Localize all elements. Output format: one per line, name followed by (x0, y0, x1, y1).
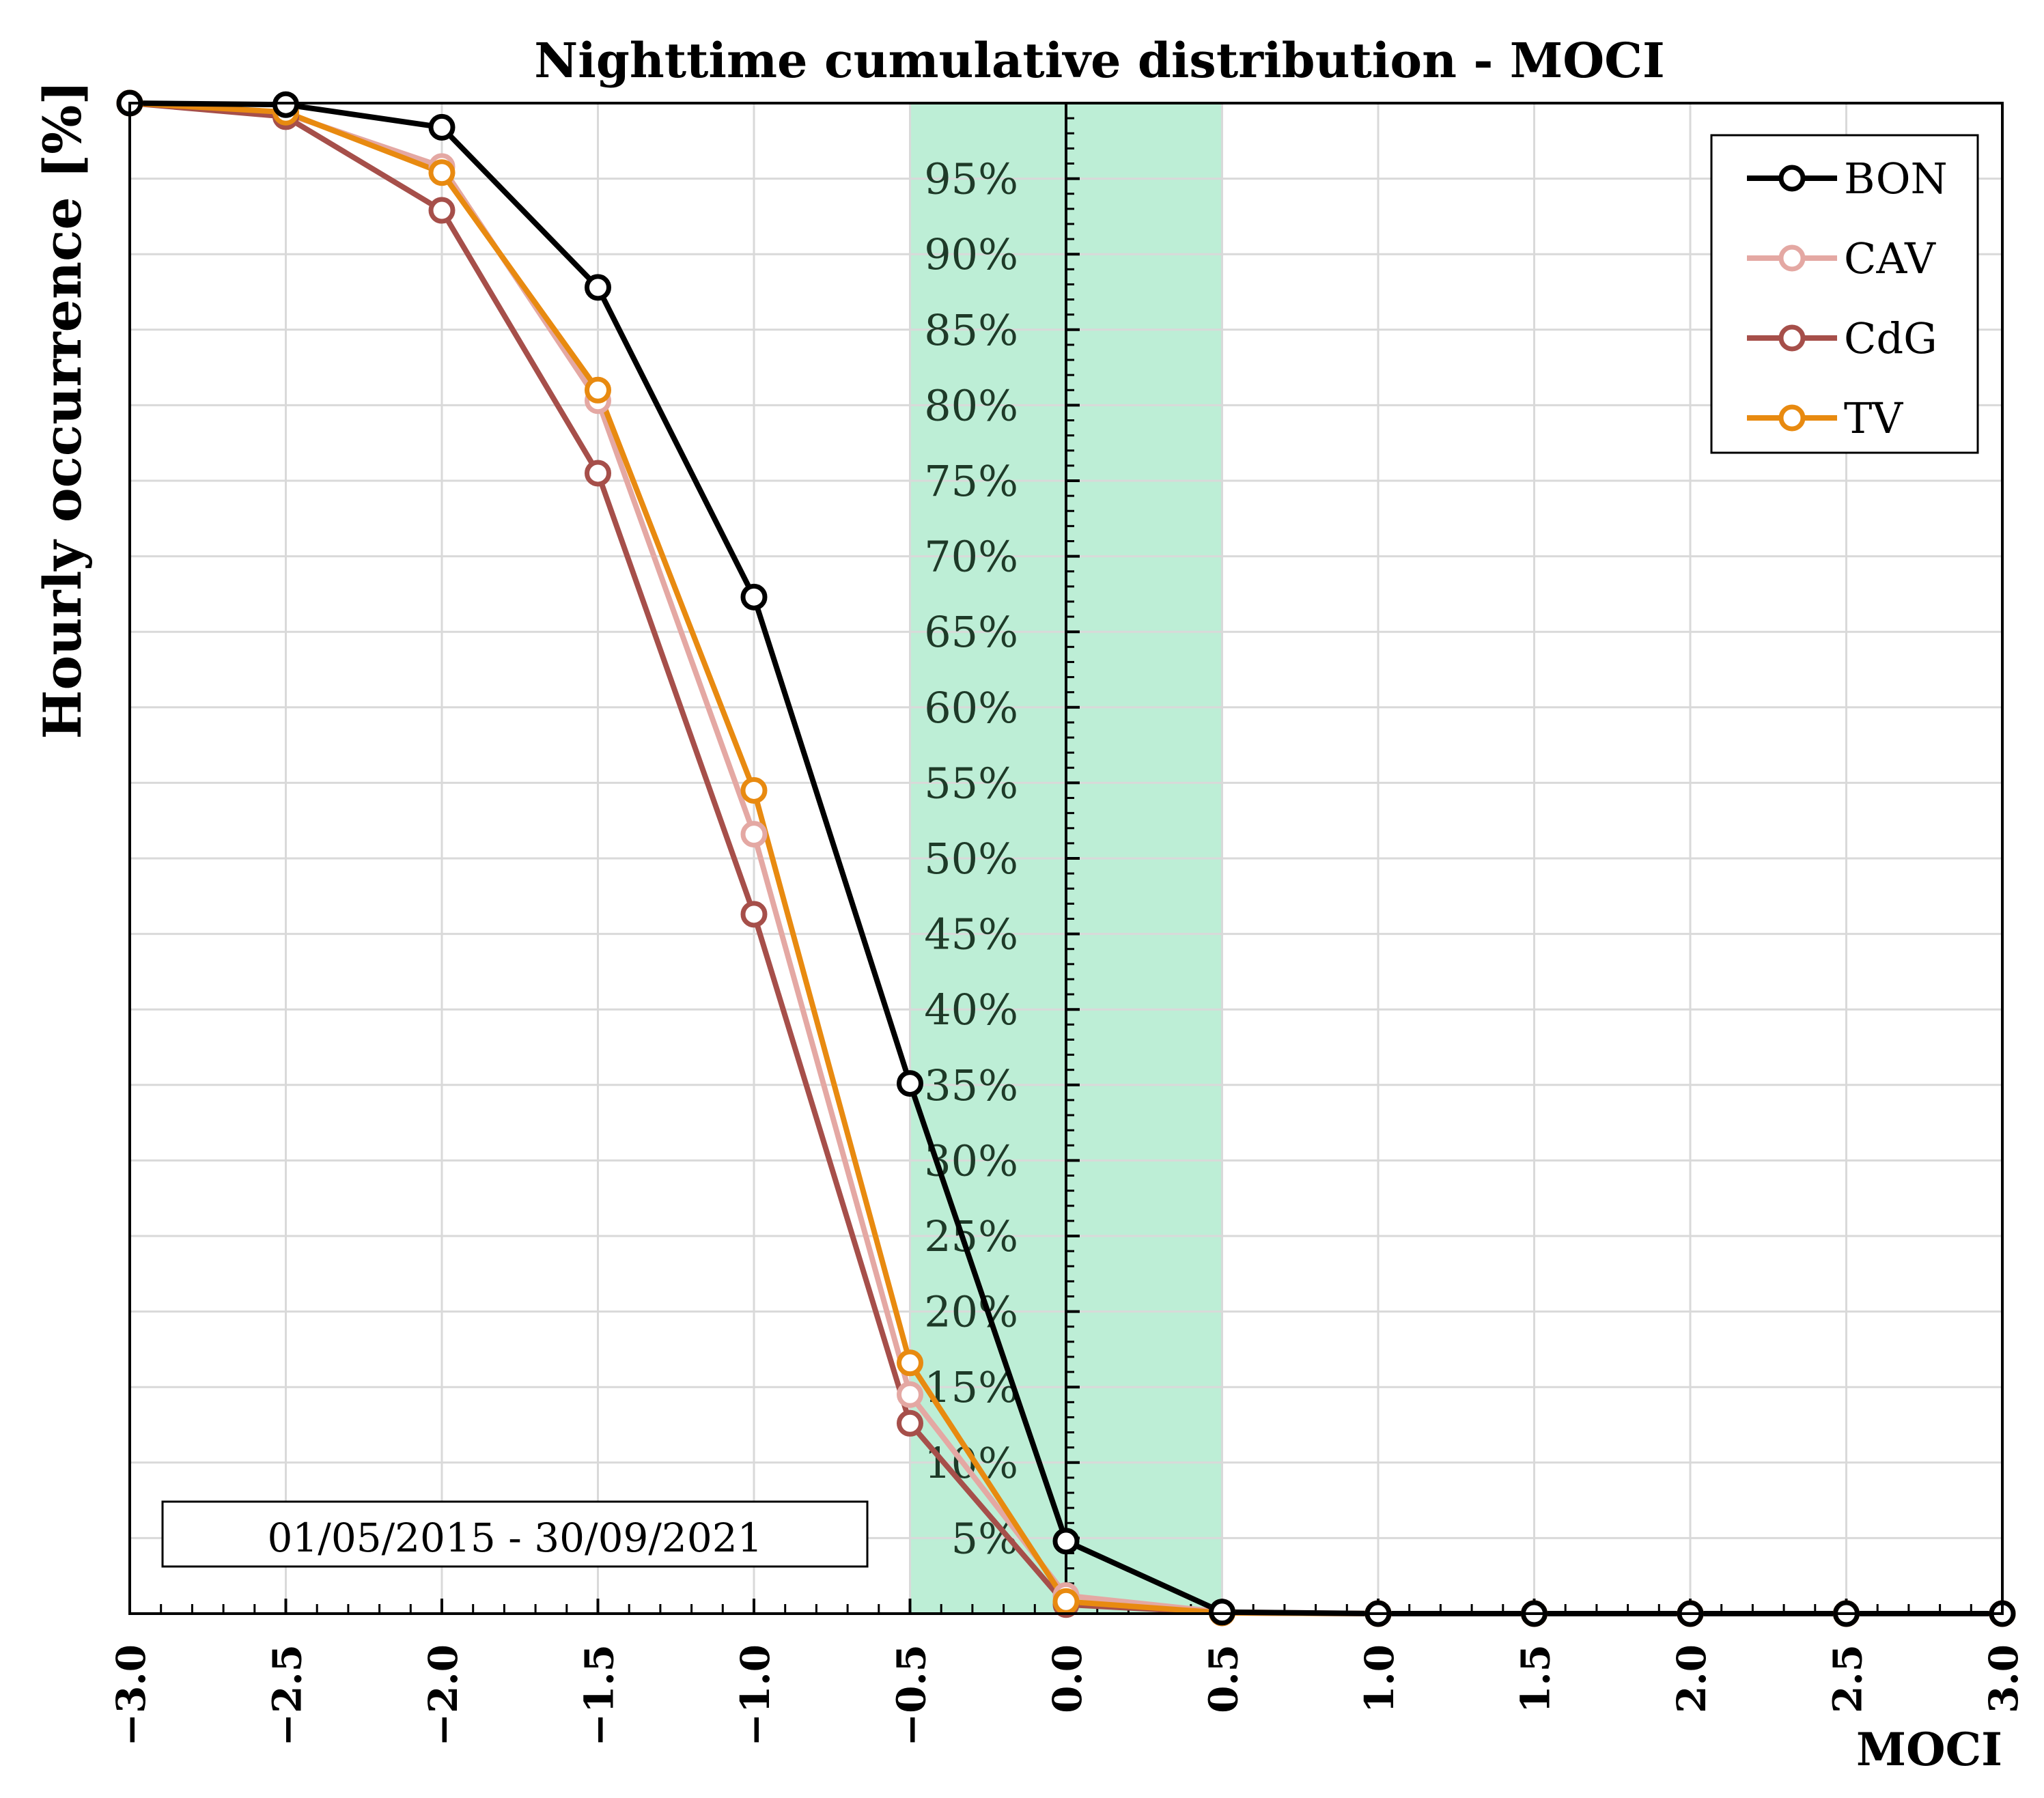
data-point-bon (1209, 1599, 1235, 1626)
y-tick-label: 50% (924, 834, 1018, 884)
x-tick-label: −2.5 (264, 1644, 311, 1747)
data-point-bon (897, 1070, 923, 1097)
x-tick-label: 0.0 (1044, 1644, 1091, 1713)
y-tick-label: 65% (924, 607, 1018, 657)
data-point-tv (740, 776, 768, 804)
date-range-annotation: 01/05/2015 - 30/09/2021 (161, 1500, 869, 1568)
x-tick-label: 2.5 (1825, 1644, 1871, 1713)
legend-label-tv: TV (1844, 393, 1903, 443)
x-tick-label: 0.5 (1201, 1644, 1247, 1713)
legend-marker-tv (1778, 404, 1806, 432)
chart-title: Nighttime cumulative distribution - MOCI (534, 32, 1664, 89)
y-tick-label: 70% (924, 532, 1018, 582)
x-tick-label: −2.0 (420, 1644, 466, 1747)
legend: BON CAV CdG TV (1710, 134, 1979, 454)
data-point-tv (897, 1349, 923, 1377)
y-tick-label: 75% (924, 456, 1018, 506)
x-tick-label: 2.0 (1668, 1644, 1715, 1713)
x-tick-label: −1.0 (732, 1644, 779, 1747)
legend-marker-cav (1778, 244, 1806, 272)
legend-marker-cdg (1778, 324, 1806, 352)
y-tick-label: 80% (924, 380, 1018, 430)
data-point-tv (1052, 1588, 1080, 1615)
annotation-text: 01/05/2015 - 30/09/2021 (267, 1515, 762, 1561)
x-axis-label: MOCI (1856, 1723, 2002, 1776)
x-tick-label: −1.5 (576, 1644, 623, 1747)
data-point-bon (585, 274, 611, 301)
data-point-bon (1052, 1528, 1080, 1555)
legend-marker-bon (1778, 165, 1806, 192)
legend-box (1710, 134, 1979, 454)
x-tick-label: 1.0 (1356, 1644, 1403, 1713)
y-tick-label: 85% (924, 305, 1018, 355)
y-axis-label: Hourly occurrence [%] (32, 81, 93, 740)
data-point-bon (272, 91, 299, 118)
data-point-cdg (897, 1409, 923, 1437)
y-tick-label: 55% (924, 758, 1018, 808)
y-tick-label: 60% (924, 683, 1018, 733)
y-tick-label: 95% (924, 154, 1018, 204)
y-tick-label: 45% (924, 910, 1018, 959)
plot-frame (128, 102, 2004, 1615)
data-point-cdg (740, 901, 768, 928)
data-point-tv (585, 376, 611, 404)
legend-label-bon: BON (1844, 154, 1948, 203)
x-tick-label: −0.5 (888, 1644, 935, 1747)
y-tick-label: 25% (924, 1211, 1018, 1261)
y-tick-label: 10% (924, 1438, 1018, 1488)
axis-layer: 5%10%15%20%25%30%35%40%45%50%55%60%65%70… (108, 103, 2027, 1747)
data-point-tv (428, 159, 456, 186)
data-point-cdg (428, 197, 456, 224)
data-point-cav (740, 821, 768, 848)
data-point-cdg (585, 460, 611, 487)
legend-label-cdg: CdG (1844, 313, 1937, 363)
data-point-bon (428, 113, 456, 141)
y-tick-label: 20% (924, 1287, 1018, 1337)
y-tick-label: 35% (924, 1060, 1018, 1110)
data-point-cav (897, 1381, 923, 1408)
y-tick-label: 90% (924, 229, 1018, 279)
annotation-box (161, 1500, 869, 1568)
data-point-bon (740, 583, 768, 610)
y-tick-label: 40% (924, 985, 1018, 1035)
x-tick-label: −3.0 (108, 1644, 154, 1747)
legend-label-cav: CAV (1844, 234, 1936, 283)
x-tick-label: 1.5 (1513, 1644, 1559, 1713)
x-tick-label: 3.0 (1980, 1644, 2027, 1713)
